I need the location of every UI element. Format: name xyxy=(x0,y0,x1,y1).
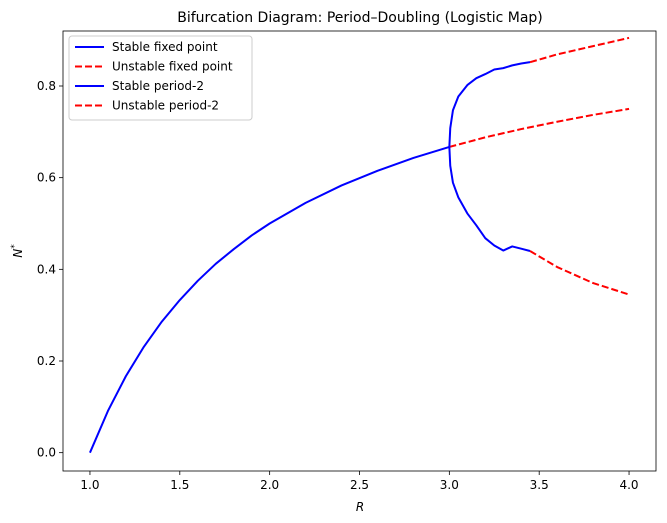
x-tick-label-6: 4.0 xyxy=(619,478,638,492)
series-line-unstable-period-2-branch-2 xyxy=(529,250,630,296)
series-layer xyxy=(89,36,630,454)
y-tick-label-1: 0.2 xyxy=(37,354,56,368)
chart-title: Bifurcation Diagram: Period–Doubling (Lo… xyxy=(177,10,543,26)
legend-label-stable-fixed-point: Stable fixed point xyxy=(112,40,218,54)
y-tick-label-0: 0.0 xyxy=(37,446,56,460)
y-tick-label-4: 0.8 xyxy=(37,79,56,93)
y-axis: 0.0 0.2 0.4 0.6 0.8 xyxy=(37,79,63,460)
x-tick-label-4: 3.0 xyxy=(440,478,459,492)
legend-label-stable-period-2: Stable period-2 xyxy=(112,79,204,93)
x-tick-label-1: 1.5 xyxy=(170,478,189,492)
series-line-unstable-period-2-branch-1 xyxy=(529,36,630,64)
legend-label-unstable-fixed-point: Unstable fixed point xyxy=(112,60,233,74)
legend: Stable fixed point Unstable fixed point St… xyxy=(68,35,253,121)
y-tick-label-3: 0.6 xyxy=(37,171,56,185)
series-line-stable-period-2-branch-2 xyxy=(448,146,531,252)
y-tick-label-2: 0.4 xyxy=(37,262,56,276)
x-tick-label-3: 2.5 xyxy=(350,478,369,492)
legend-frame xyxy=(68,35,253,121)
x-tick-label-0: 1.0 xyxy=(80,478,99,492)
series-line-stable-period-2-branch-1 xyxy=(448,61,531,148)
x-axis: 1.0 1.5 2.0 2.5 3.0 3.5 4.0 xyxy=(80,471,639,492)
series-line-stable-fixed-point xyxy=(89,146,450,454)
series-line-unstable-fixed-point xyxy=(449,107,630,148)
x-tick-label-2: 2.0 xyxy=(260,478,279,492)
legend-label-unstable-period-2: Unstable period-2 xyxy=(112,99,219,113)
y-axis-title: N* xyxy=(10,244,25,258)
x-axis-title: R xyxy=(356,500,364,514)
x-tick-label-5: 3.5 xyxy=(530,478,549,492)
